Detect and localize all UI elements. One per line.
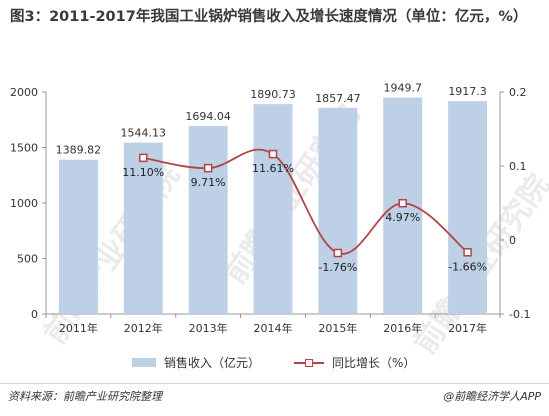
line-value-label: -1.66%: [448, 260, 487, 273]
y-right-tick-label: -0.1: [509, 308, 530, 321]
line-value-label: 4.97%: [385, 211, 420, 224]
bar: [448, 101, 488, 314]
brand-credit: @前瞻经济学人APP: [443, 390, 541, 403]
bar: [123, 142, 163, 314]
line-value-label: 11.61%: [252, 162, 294, 175]
x-tick-label: 2017年: [448, 321, 487, 335]
line-series: [139, 148, 472, 258]
line-point: [203, 163, 213, 173]
chart-title: 图3：2011-2017年我国工业锅炉销售收入及增长速度情况（单位：亿元，%）: [10, 9, 528, 25]
x-tick-label: 2016年: [383, 321, 422, 335]
footer-divider: [0, 383, 549, 384]
line-point: [333, 248, 343, 258]
legend-line-swatch: [294, 358, 324, 368]
x-tick-labels: 2011年 2012年 2013年 2014年 2015年 2016年 2017年: [59, 321, 487, 335]
y-left-tick-label: 1500: [10, 142, 38, 155]
bar-data-labels: 1389.82 1544.13 1694.04 1890.73 1857.47 1949.…: [56, 82, 487, 157]
legend-bar-label: 销售收入（亿元）: [164, 356, 261, 370]
bar: [58, 159, 98, 314]
line-point: [139, 153, 148, 163]
x-tick-label: 2011年: [59, 321, 98, 335]
line-value-label: 9.71%: [191, 176, 226, 189]
line-point: [463, 248, 472, 257]
y-right-tick-label: 0.2: [509, 86, 527, 99]
line-point: [268, 149, 278, 159]
source-note: 资料来源：前瞻产业研究院整理: [8, 390, 162, 403]
bar-value-label: 1949.7: [383, 82, 422, 95]
y-left-tick-label: 2000: [10, 86, 38, 99]
bar-value-label: 1917.3: [448, 85, 487, 98]
y-left-tick-label: 0: [31, 308, 38, 321]
y-right-tick-label: 0: [509, 234, 516, 247]
line-point: [398, 198, 407, 208]
bar: [318, 107, 358, 314]
line-value-label: 11.10%: [122, 166, 164, 179]
legend-bar-swatch: [132, 358, 156, 367]
bar: [253, 104, 293, 314]
bar-value-label: 1694.04: [185, 110, 231, 123]
bar-value-label: 1890.73: [250, 88, 296, 101]
bar-value-label: 1857.47: [315, 92, 361, 105]
line-data-labels: 11.10% 9.71% 11.61% -1.76% 4.97% -1.66%: [122, 162, 487, 274]
y-right-tick-label: 0.1: [509, 160, 527, 173]
x-tick-label: 2014年: [254, 321, 293, 335]
bar-value-label: 1389.82: [56, 144, 102, 157]
x-tick-label: 2012年: [124, 321, 163, 335]
legend-item-growth: 同比增长（%）: [294, 354, 415, 371]
bar-value-label: 1544.13: [121, 127, 167, 140]
x-tick-label: 2015年: [318, 321, 357, 335]
y-left-tick-label: 1000: [10, 197, 38, 210]
legend: 销售收入（亿元） 同比增长（%）: [0, 354, 549, 374]
x-tick-label: 2013年: [189, 321, 228, 335]
line-value-label: -1.76%: [318, 261, 357, 274]
legend-line-label: 同比增长（%）: [332, 356, 416, 370]
bar: [188, 125, 228, 314]
y-left-tick-label: 500: [17, 253, 38, 266]
legend-item-sales: 销售收入（亿元）: [132, 354, 260, 371]
